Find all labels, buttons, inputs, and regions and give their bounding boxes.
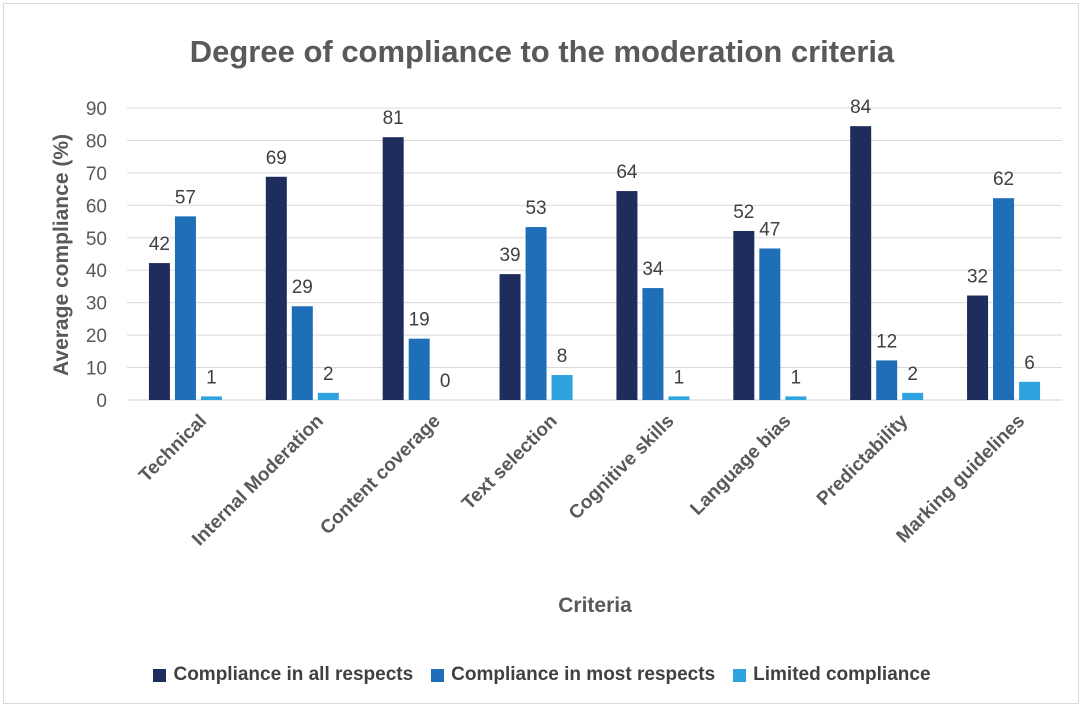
legend-label: Limited compliance: [753, 664, 931, 685]
x-category-label: Cognitive skills: [565, 411, 678, 524]
data-label: 84: [850, 97, 872, 118]
bar: [317, 392, 339, 400]
y-tick-label: 20: [86, 326, 107, 347]
x-category-label: Text selection: [458, 411, 561, 514]
data-label: 2: [907, 364, 918, 385]
data-label: 1: [674, 367, 685, 388]
legend-label: Compliance in most respects: [451, 664, 716, 685]
bar: [967, 295, 989, 400]
bar: [200, 396, 222, 400]
y-tick-label: 50: [86, 229, 107, 250]
legend-item: Compliance in most respects: [431, 664, 715, 686]
bar: [642, 288, 664, 400]
x-category-label: Predictability: [813, 410, 913, 510]
data-label: 32: [967, 267, 988, 288]
data-label: 6: [1024, 353, 1035, 374]
legend-item: Compliance in all respects: [153, 664, 413, 686]
bar: [1019, 381, 1041, 400]
data-label: 8: [557, 346, 568, 367]
data-label: 29: [292, 277, 313, 298]
bar: [265, 176, 287, 400]
bar: [850, 126, 872, 401]
legend-label: Compliance in all respects: [173, 664, 414, 685]
bar: [759, 248, 781, 400]
data-label: 57: [175, 187, 196, 208]
x-category-label: Technical: [135, 411, 211, 487]
x-category-label: Language bias: [686, 411, 795, 520]
bar: [382, 137, 404, 400]
bar: [408, 338, 430, 400]
y-tick-label: 40: [86, 261, 107, 282]
legend-swatch: [153, 668, 167, 682]
data-label: 0: [440, 371, 451, 392]
bar: [785, 396, 807, 400]
data-label: 12: [876, 331, 897, 352]
legend-swatch: [733, 668, 747, 682]
legend-swatch: [431, 668, 445, 682]
bar: [174, 216, 196, 400]
data-label: 47: [759, 219, 780, 240]
chart-title: Degree of compliance to the moderation c…: [189, 34, 895, 69]
bar: [902, 392, 924, 400]
bar: [551, 375, 573, 400]
bar: [499, 274, 521, 400]
data-label: 69: [266, 148, 287, 169]
data-label: 39: [499, 245, 520, 266]
x-category-label: Internal Moderation: [188, 411, 328, 551]
bar: [993, 198, 1015, 400]
bar: [616, 191, 638, 400]
data-label: 1: [791, 367, 802, 388]
bar: [525, 227, 547, 400]
y-tick-label: 70: [86, 164, 107, 185]
bar: [148, 263, 170, 400]
y-axis-title: Average compliance (%): [50, 134, 73, 376]
data-label: 42: [149, 234, 170, 255]
data-label: 34: [642, 259, 664, 280]
bar: [291, 306, 313, 400]
bars: [148, 126, 1041, 401]
y-tick-label: 60: [86, 196, 107, 217]
y-tick-label: 30: [86, 294, 107, 315]
y-axis-ticks: 0 10 20 30 40 50 60 70 80 90: [86, 99, 107, 412]
x-category-label: Marking guidelines: [893, 411, 1030, 548]
data-label: 64: [616, 162, 638, 183]
y-tick-label: 80: [86, 131, 107, 152]
x-category-label: Content coverage: [316, 411, 444, 539]
bar: [668, 396, 690, 400]
legend-item: Limited compliance: [733, 664, 931, 686]
data-label: 2: [323, 364, 334, 385]
data-label: 52: [733, 202, 754, 223]
bar: [876, 360, 898, 400]
data-label: 81: [383, 108, 404, 129]
y-tick-label: 90: [86, 99, 107, 120]
y-tick-label: 10: [86, 359, 107, 380]
bar: [733, 230, 755, 400]
legend: Compliance in all respects Compliance in …: [0, 664, 1084, 686]
data-label: 1: [206, 367, 217, 388]
y-tick-label: 0: [96, 391, 107, 412]
data-label: 62: [993, 169, 1014, 190]
data-label: 53: [525, 198, 546, 219]
data-label: 19: [409, 310, 430, 331]
x-axis-title: Criteria: [558, 594, 632, 617]
